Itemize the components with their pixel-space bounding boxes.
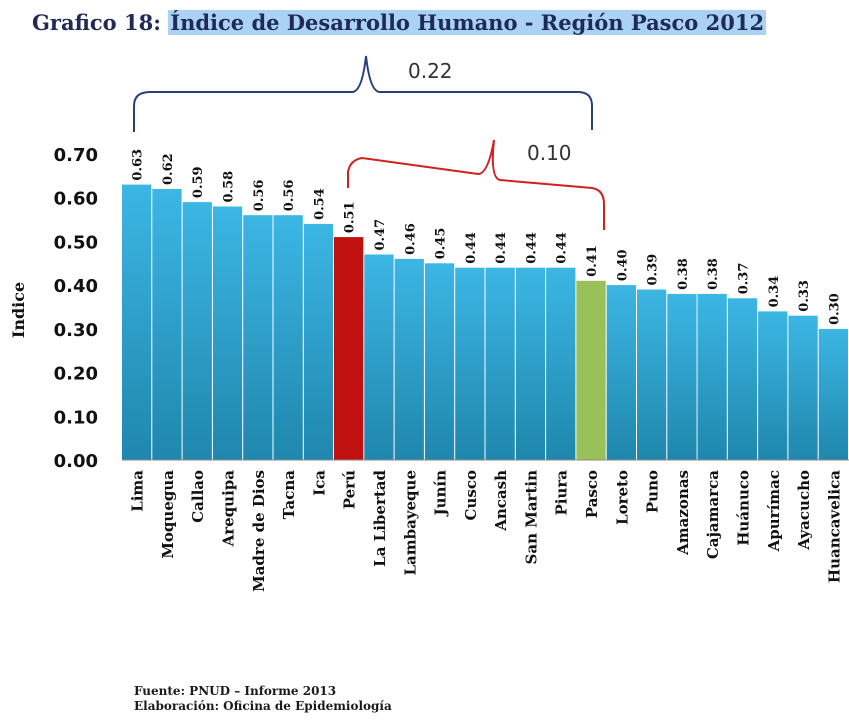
data-label: 0.47: [373, 219, 388, 251]
x-tick-label: Cusco: [462, 470, 480, 520]
data-label: 0.37: [737, 263, 752, 295]
brace-mid: [347, 139, 605, 230]
x-tick-label: Piura: [553, 470, 571, 516]
y-tick-label: 0.60: [54, 189, 98, 210]
data-label: 0.39: [646, 254, 661, 286]
x-tick-label: Huánuco: [735, 470, 753, 546]
bar-cajamarca: [697, 293, 727, 460]
data-label: 0.34: [767, 276, 782, 308]
bar-ayacucho: [788, 315, 818, 460]
bar-apurímac: [758, 311, 788, 460]
bar-lima: [122, 184, 152, 460]
bar-huánuco: [727, 298, 758, 460]
title-prefix: Grafico 18:: [32, 10, 161, 35]
data-label: 0.38: [706, 258, 721, 290]
data-label: 0.41: [585, 245, 600, 277]
y-tick-label: 0.00: [54, 451, 98, 472]
x-tick-label: Callao: [189, 470, 207, 523]
x-tick-label: San Martin: [522, 470, 540, 565]
bar-tacna: [273, 215, 303, 460]
bar-puno: [637, 289, 667, 460]
data-label: 0.54: [312, 188, 327, 220]
y-tick-label: 0.30: [54, 320, 98, 341]
bar-amazonas: [667, 293, 697, 460]
y-axis: 0.00 0.10 0.20 0.30 0.40 0.50 0.60 0.70: [54, 145, 98, 472]
bar-huancavelica: [818, 328, 848, 460]
annotation-gap-mid: 0.10: [527, 141, 572, 165]
x-tick-label: Junín: [432, 470, 450, 518]
data-label: 0.63: [131, 149, 146, 181]
bars-group: [122, 184, 848, 460]
x-tick-label: Ica: [310, 470, 328, 496]
data-labels-group: 0.63 0.62 0.59 0.58 0.56 0.56 0.54 0.51 0.47 0.46…: [131, 149, 843, 325]
footer-credit: Elaboración: Oficina de Epidemiología: [134, 699, 392, 713]
x-tick-label: Pasco: [583, 470, 601, 518]
bar-ancash: [485, 267, 515, 460]
x-tick-label: Ayacucho: [795, 470, 813, 551]
data-label: 0.45: [434, 228, 449, 260]
x-tick-label: Huancavelica: [825, 470, 843, 583]
x-tick-label: Madre de Dios: [250, 470, 268, 592]
data-label: 0.56: [252, 180, 267, 212]
data-label: 0.40: [615, 249, 630, 281]
x-tick-label: Apurímac: [765, 470, 783, 552]
footer: Fuente: PNUD – Informe 2013 Elaboración:…: [134, 684, 392, 714]
y-tick-label: 0.70: [54, 145, 98, 166]
y-tick-label: 0.20: [54, 364, 98, 385]
chart-title: Grafico 18: Índice de Desarrollo Humano …: [32, 10, 767, 35]
data-label: 0.44: [524, 232, 539, 264]
x-tick-label: Arequipa: [220, 470, 238, 548]
bar-chart: 0.63 0.62 0.59 0.58 0.56 0.56 0.54 0.51 0.47 0.46…: [9, 55, 849, 592]
data-label: 0.51: [343, 201, 358, 233]
x-tick-label: Puno: [644, 470, 662, 513]
bar-callao: [182, 202, 212, 460]
x-tick-label: Tacna: [280, 470, 298, 519]
data-label: 0.59: [191, 166, 206, 198]
bar-lambayeque: [394, 258, 424, 460]
bar-piura: [546, 267, 576, 460]
data-label: 0.58: [222, 171, 237, 203]
bar-san-martin: [515, 267, 546, 460]
bar-ica: [303, 223, 334, 460]
y-axis-label: Indice: [9, 282, 28, 338]
data-label: 0.46: [403, 223, 418, 255]
data-label: 0.56: [282, 180, 297, 212]
bar-pasco: [576, 280, 606, 460]
title-main: Índice de Desarrollo Humano - Región Pas…: [168, 10, 767, 35]
bar-la-libertad: [364, 254, 394, 460]
bar-loreto: [606, 285, 636, 460]
bar-arequipa: [212, 206, 243, 460]
x-tick-label: Lima: [129, 470, 147, 512]
x-tick-label: Ancash: [492, 470, 510, 532]
x-axis: Lima Moquegua Callao Arequipa Madre de Dios T…: [122, 459, 849, 592]
data-label: 0.44: [494, 232, 509, 264]
brace-top: [133, 55, 593, 132]
x-tick-label: Moquegua: [159, 470, 177, 559]
x-tick-label: Amazonas: [674, 470, 692, 556]
x-tick-label: Cajamarca: [704, 470, 722, 559]
bar-junín: [424, 263, 455, 460]
data-label: 0.30: [827, 293, 842, 325]
data-label: 0.62: [161, 153, 176, 185]
x-tick-label: Perú: [341, 470, 359, 509]
bar-moquegua: [152, 189, 182, 460]
data-label: 0.44: [464, 232, 479, 264]
annotation-gap-top: 0.22: [408, 59, 453, 83]
data-label: 0.33: [797, 280, 812, 312]
data-label: 0.44: [555, 232, 570, 264]
y-tick-label: 0.50: [54, 232, 98, 253]
footer-source: Fuente: PNUD – Informe 2013: [134, 684, 337, 698]
y-tick-label: 0.40: [54, 276, 98, 297]
data-label: 0.38: [676, 258, 691, 290]
bar-perú: [334, 237, 364, 460]
x-tick-label: Loreto: [613, 470, 631, 525]
bar-cusco: [455, 267, 485, 460]
y-tick-label: 0.10: [54, 407, 98, 428]
bar-madre-de-dios: [243, 215, 273, 460]
x-tick-label: La Libertad: [371, 469, 389, 566]
x-tick-label: Lambayeque: [401, 470, 419, 576]
